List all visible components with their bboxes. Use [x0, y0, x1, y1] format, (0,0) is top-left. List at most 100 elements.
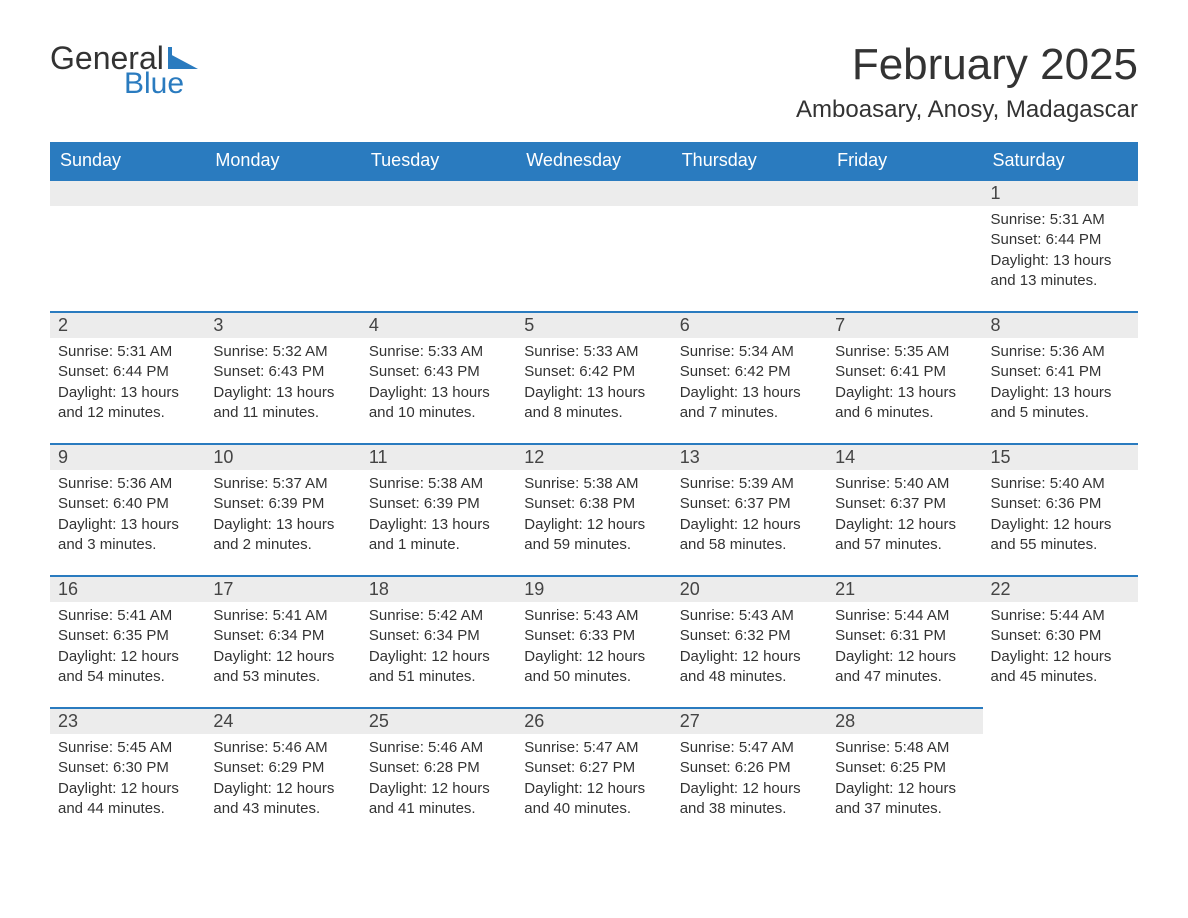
sunset-text: Sunset: 6:44 PM [58, 362, 197, 382]
sunrise-text: Sunrise: 5:44 AM [991, 606, 1130, 626]
daylight-text: Daylight: 12 hours and 38 minutes. [680, 779, 819, 820]
daylight-text: Daylight: 12 hours and 51 minutes. [369, 647, 508, 688]
day-content: Sunrise: 5:38 AMSunset: 6:38 PMDaylight:… [516, 470, 671, 561]
sunrise-text: Sunrise: 5:38 AM [369, 474, 508, 494]
sunset-text: Sunset: 6:37 PM [835, 494, 974, 514]
calendar-body: 1Sunrise: 5:31 AMSunset: 6:44 PMDaylight… [50, 179, 1138, 839]
day-content: Sunrise: 5:44 AMSunset: 6:31 PMDaylight:… [827, 602, 982, 693]
day-number-bar: 26 [516, 707, 671, 734]
sunrise-text: Sunrise: 5:46 AM [369, 738, 508, 758]
day-number-bar: 28 [827, 707, 982, 734]
sunset-text: Sunset: 6:30 PM [58, 758, 197, 778]
calendar-cell: 10Sunrise: 5:37 AMSunset: 6:39 PMDayligh… [205, 443, 360, 575]
sunrise-text: Sunrise: 5:46 AM [213, 738, 352, 758]
day-content: Sunrise: 5:36 AMSunset: 6:41 PMDaylight:… [983, 338, 1138, 429]
day-content: Sunrise: 5:42 AMSunset: 6:34 PMDaylight:… [361, 602, 516, 693]
sunset-text: Sunset: 6:31 PM [835, 626, 974, 646]
sunset-text: Sunset: 6:38 PM [524, 494, 663, 514]
sunrise-text: Sunrise: 5:43 AM [680, 606, 819, 626]
title-block: February 2025 Amboasary, Anosy, Madagasc… [796, 40, 1138, 124]
daylight-text: Daylight: 13 hours and 6 minutes. [835, 383, 974, 424]
day-number-bar: 22 [983, 575, 1138, 602]
day-number-bar: 9 [50, 443, 205, 470]
calendar-week: 2Sunrise: 5:31 AMSunset: 6:44 PMDaylight… [50, 311, 1138, 443]
calendar-cell [983, 707, 1138, 839]
day-content: Sunrise: 5:40 AMSunset: 6:36 PMDaylight:… [983, 470, 1138, 561]
calendar-cell: 15Sunrise: 5:40 AMSunset: 6:36 PMDayligh… [983, 443, 1138, 575]
sunset-text: Sunset: 6:35 PM [58, 626, 197, 646]
daylight-text: Daylight: 13 hours and 5 minutes. [991, 383, 1130, 424]
logo-word2: Blue [124, 67, 184, 101]
sunrise-text: Sunrise: 5:33 AM [524, 342, 663, 362]
calendar-cell: 21Sunrise: 5:44 AMSunset: 6:31 PMDayligh… [827, 575, 982, 707]
calendar-cell: 20Sunrise: 5:43 AMSunset: 6:32 PMDayligh… [672, 575, 827, 707]
day-content: Sunrise: 5:41 AMSunset: 6:35 PMDaylight:… [50, 602, 205, 693]
daylight-text: Daylight: 12 hours and 57 minutes. [835, 515, 974, 556]
day-number-bar: 7 [827, 311, 982, 338]
day-number-bar: 5 [516, 311, 671, 338]
day-content: Sunrise: 5:43 AMSunset: 6:32 PMDaylight:… [672, 602, 827, 693]
sunrise-text: Sunrise: 5:41 AM [58, 606, 197, 626]
calendar-cell: 26Sunrise: 5:47 AMSunset: 6:27 PMDayligh… [516, 707, 671, 839]
daylight-text: Daylight: 13 hours and 13 minutes. [991, 251, 1130, 292]
day-number-bar: 10 [205, 443, 360, 470]
sunset-text: Sunset: 6:42 PM [680, 362, 819, 382]
sunset-text: Sunset: 6:39 PM [369, 494, 508, 514]
daylight-text: Daylight: 12 hours and 37 minutes. [835, 779, 974, 820]
day-number-bar [827, 179, 982, 206]
day-number-bar: 6 [672, 311, 827, 338]
sunset-text: Sunset: 6:26 PM [680, 758, 819, 778]
sunrise-text: Sunrise: 5:40 AM [991, 474, 1130, 494]
sunset-text: Sunset: 6:43 PM [369, 362, 508, 382]
day-content: Sunrise: 5:43 AMSunset: 6:33 PMDaylight:… [516, 602, 671, 693]
day-header: Friday [827, 142, 982, 179]
day-content: Sunrise: 5:40 AMSunset: 6:37 PMDaylight:… [827, 470, 982, 561]
sunset-text: Sunset: 6:41 PM [835, 362, 974, 382]
day-number-bar: 14 [827, 443, 982, 470]
day-content: Sunrise: 5:45 AMSunset: 6:30 PMDaylight:… [50, 734, 205, 825]
sunrise-text: Sunrise: 5:36 AM [991, 342, 1130, 362]
day-number-bar: 25 [361, 707, 516, 734]
calendar-cell: 16Sunrise: 5:41 AMSunset: 6:35 PMDayligh… [50, 575, 205, 707]
daylight-text: Daylight: 12 hours and 41 minutes. [369, 779, 508, 820]
header: General Blue February 2025 Amboasary, An… [50, 40, 1138, 124]
day-header: Wednesday [516, 142, 671, 179]
day-number-bar: 16 [50, 575, 205, 602]
day-number-bar [50, 179, 205, 206]
sunrise-text: Sunrise: 5:35 AM [835, 342, 974, 362]
calendar-cell: 27Sunrise: 5:47 AMSunset: 6:26 PMDayligh… [672, 707, 827, 839]
daylight-text: Daylight: 13 hours and 3 minutes. [58, 515, 197, 556]
sunrise-text: Sunrise: 5:42 AM [369, 606, 508, 626]
daylight-text: Daylight: 12 hours and 43 minutes. [213, 779, 352, 820]
sunset-text: Sunset: 6:28 PM [369, 758, 508, 778]
calendar-cell [827, 179, 982, 311]
day-content: Sunrise: 5:41 AMSunset: 6:34 PMDaylight:… [205, 602, 360, 693]
day-number-bar: 21 [827, 575, 982, 602]
sunrise-text: Sunrise: 5:31 AM [991, 210, 1130, 230]
calendar-cell: 13Sunrise: 5:39 AMSunset: 6:37 PMDayligh… [672, 443, 827, 575]
sunrise-text: Sunrise: 5:39 AM [680, 474, 819, 494]
calendar-cell: 25Sunrise: 5:46 AMSunset: 6:28 PMDayligh… [361, 707, 516, 839]
day-number-bar: 17 [205, 575, 360, 602]
day-content: Sunrise: 5:46 AMSunset: 6:28 PMDaylight:… [361, 734, 516, 825]
calendar-cell [50, 179, 205, 311]
sunrise-text: Sunrise: 5:38 AM [524, 474, 663, 494]
calendar-cell: 5Sunrise: 5:33 AMSunset: 6:42 PMDaylight… [516, 311, 671, 443]
day-content: Sunrise: 5:44 AMSunset: 6:30 PMDaylight:… [983, 602, 1138, 693]
sunset-text: Sunset: 6:27 PM [524, 758, 663, 778]
sunset-text: Sunset: 6:30 PM [991, 626, 1130, 646]
day-content: Sunrise: 5:39 AMSunset: 6:37 PMDaylight:… [672, 470, 827, 561]
day-content: Sunrise: 5:48 AMSunset: 6:25 PMDaylight:… [827, 734, 982, 825]
calendar-cell: 4Sunrise: 5:33 AMSunset: 6:43 PMDaylight… [361, 311, 516, 443]
daylight-text: Daylight: 12 hours and 58 minutes. [680, 515, 819, 556]
sunset-text: Sunset: 6:41 PM [991, 362, 1130, 382]
sunrise-text: Sunrise: 5:37 AM [213, 474, 352, 494]
calendar-cell: 11Sunrise: 5:38 AMSunset: 6:39 PMDayligh… [361, 443, 516, 575]
calendar-cell: 8Sunrise: 5:36 AMSunset: 6:41 PMDaylight… [983, 311, 1138, 443]
day-number-bar: 23 [50, 707, 205, 734]
calendar-cell: 2Sunrise: 5:31 AMSunset: 6:44 PMDaylight… [50, 311, 205, 443]
month-title: February 2025 [796, 40, 1138, 90]
sunrise-text: Sunrise: 5:41 AM [213, 606, 352, 626]
sunset-text: Sunset: 6:37 PM [680, 494, 819, 514]
location: Amboasary, Anosy, Madagascar [796, 96, 1138, 124]
